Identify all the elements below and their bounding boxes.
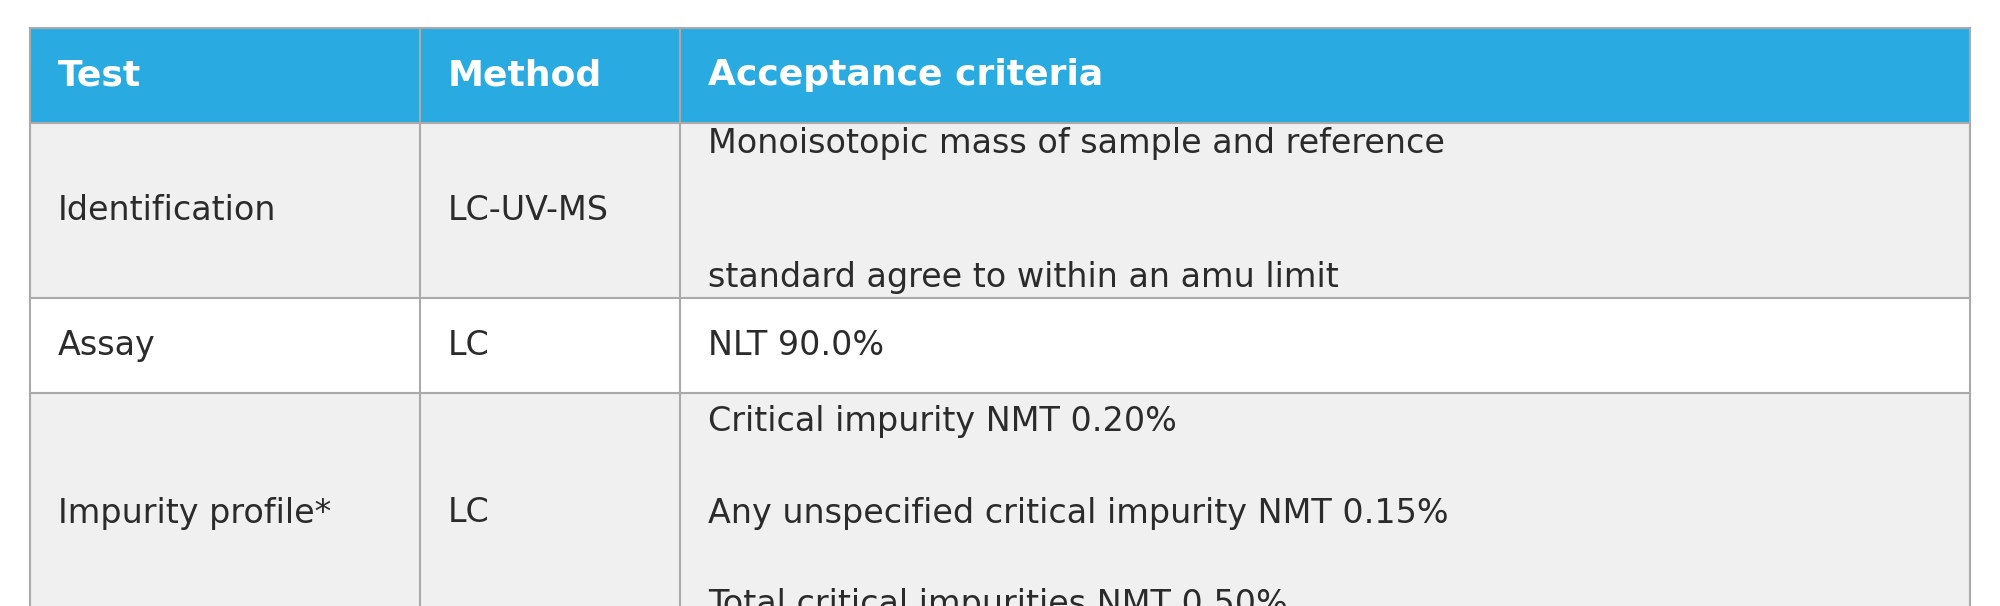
Text: Assay: Assay bbox=[58, 329, 156, 362]
Bar bbox=[30, 28, 1970, 123]
Text: Acceptance criteria: Acceptance criteria bbox=[708, 59, 1104, 93]
Text: NLT 90.0%: NLT 90.0% bbox=[708, 329, 884, 362]
Text: standard agree to within an amu limit: standard agree to within an amu limit bbox=[708, 261, 1338, 293]
Text: Total critical impurities NMT 0.50%: Total critical impurities NMT 0.50% bbox=[708, 588, 1288, 606]
Bar bbox=[30, 123, 1970, 298]
Text: Identification: Identification bbox=[58, 194, 276, 227]
Bar bbox=[30, 393, 1970, 606]
Text: Critical impurity NMT 0.20%: Critical impurity NMT 0.20% bbox=[708, 405, 1176, 438]
Text: Test: Test bbox=[58, 59, 142, 93]
Text: Method: Method bbox=[448, 59, 602, 93]
Text: LC-UV-MS: LC-UV-MS bbox=[448, 194, 608, 227]
Text: Any unspecified critical impurity NMT 0.15%: Any unspecified critical impurity NMT 0.… bbox=[708, 496, 1448, 530]
Bar bbox=[30, 298, 1970, 393]
Text: LC: LC bbox=[448, 496, 490, 530]
Text: Monoisotopic mass of sample and reference: Monoisotopic mass of sample and referenc… bbox=[708, 127, 1444, 161]
Text: LC: LC bbox=[448, 329, 490, 362]
Text: Impurity profile*: Impurity profile* bbox=[58, 496, 332, 530]
